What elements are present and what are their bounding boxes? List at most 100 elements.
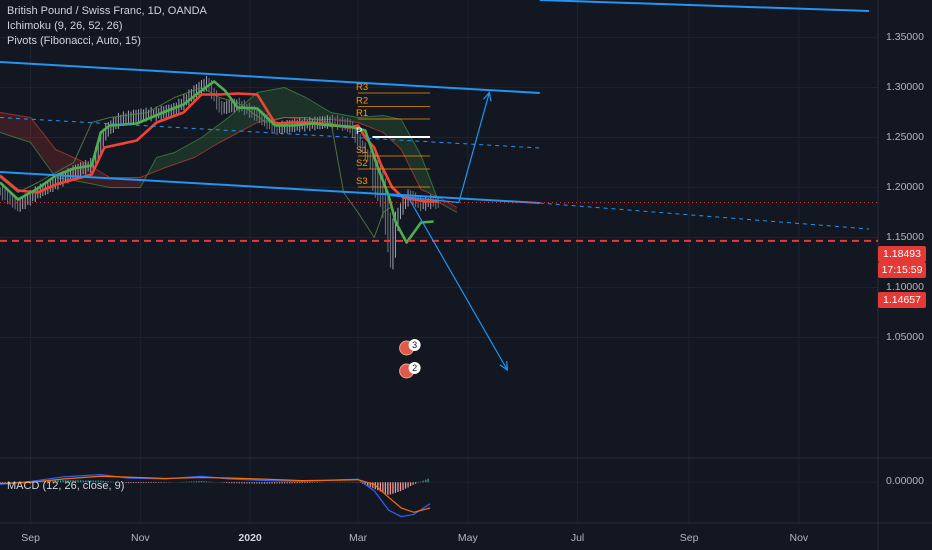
tenkan-sen-line	[0, 80, 434, 244]
kumo-segment	[320, 106, 324, 120]
y-tick-label: 1.20000	[886, 180, 924, 193]
kumo-segment	[338, 113, 342, 121]
kumo-segment	[10, 114, 15, 138]
kumo-segment	[370, 116, 375, 129]
kumo-segment	[424, 164, 429, 193]
y-tick-label: 1.35000	[886, 30, 924, 43]
kumo-segment	[3, 113, 8, 135]
x-tick-label: Nov	[130, 532, 150, 544]
signal-line	[0, 475, 431, 513]
kumo-segment	[32, 119, 36, 150]
kumo-segment	[219, 121, 224, 143]
kumo-segment	[284, 87, 288, 118]
y-tick-label: 1.10000	[886, 280, 924, 293]
kumo-segment	[35, 124, 40, 155]
kumo-segment	[14, 114, 18, 139]
kumo-segment	[179, 147, 184, 163]
y-tick-label: 1.30000	[886, 80, 924, 93]
kumo-segment	[237, 106, 242, 133]
y-tick-label: 1.05000	[886, 330, 924, 343]
kumo-segment	[28, 117, 33, 145]
kumo-segment	[212, 126, 216, 147]
kumo-segment	[273, 88, 278, 120]
kumo-segment	[154, 157, 159, 172]
kumo-segment	[169, 153, 173, 167]
kumo-segment	[100, 172, 105, 187]
projection-up-arrow-head	[482, 91, 492, 102]
x-tick-label: Sep	[21, 532, 40, 544]
kumo-segment	[118, 177, 123, 188]
badge-bubble	[408, 362, 421, 374]
kumo-segment	[413, 142, 418, 183]
symbol-legend: British Pound / Swiss Franc, 1D, OANDA	[7, 5, 207, 17]
kumo-segment	[428, 174, 432, 195]
last-price-tag: 1.18493	[878, 246, 926, 262]
kumo-segment	[215, 124, 220, 145]
y-tick-label: 1.25000	[886, 130, 924, 143]
kumo-segment	[305, 97, 310, 120]
pivot-label-r3: R3	[356, 82, 368, 93]
kumo-segment	[233, 109, 238, 135]
kumo-segment	[230, 112, 234, 137]
kumo-segment	[269, 89, 274, 121]
kumo-segment	[176, 149, 180, 164]
upper-trendline	[0, 61, 540, 94]
kumo-segment	[86, 163, 90, 184]
kumo-segment	[39, 128, 44, 160]
macd-legend: MACD (12, 26, close, 9)	[7, 480, 125, 492]
kumo-segment	[68, 155, 72, 181]
kumo-segment	[187, 143, 191, 160]
kumo-segment	[208, 129, 213, 149]
kumo-segment	[388, 116, 393, 141]
ichimoku-legend: Ichimoku (9, 26, 52, 26)	[7, 20, 123, 32]
kumo-segment	[190, 141, 195, 159]
kumo-segment	[295, 92, 299, 119]
kumo-segment	[377, 115, 382, 132]
kumo-segment	[406, 129, 411, 168]
badge-count: 2	[412, 363, 417, 373]
kumo-segment	[421, 155, 425, 192]
kumo-segment	[0, 112, 4, 134]
kumo-segment	[46, 138, 51, 170]
badge-bubble	[408, 339, 421, 351]
kumo-segment	[280, 87, 285, 119]
x-tick-label: Jul	[570, 532, 585, 544]
pivot-label-s3: S3	[356, 176, 368, 187]
kumo-segment	[25, 116, 29, 142]
kumo-segment	[93, 167, 98, 185]
kumo-segment	[298, 94, 303, 120]
x-tick-label: Nov	[789, 532, 809, 544]
macd-line	[0, 473, 431, 518]
kumo-segment	[7, 113, 11, 137]
kumo-segment	[277, 88, 281, 119]
kumo-segment	[53, 147, 58, 178]
kumo-segment	[316, 103, 321, 120]
projection-down-arrow	[407, 197, 508, 371]
macd-y-tick-label: 0.00000	[886, 475, 924, 488]
event-badge: 2	[399, 362, 421, 379]
y-tick-label: 1.15000	[886, 230, 924, 243]
lower-trendline-extension	[539, 202, 870, 230]
kumo-segment	[410, 135, 414, 175]
mid-channel-dashed-line	[0, 117, 540, 149]
kumo-segment	[158, 156, 162, 171]
kumo-segment	[197, 137, 202, 156]
x-tick-label: Sep	[679, 532, 699, 544]
kumo-segment	[17, 115, 22, 140]
kumo-segment	[251, 94, 256, 126]
top-trendline	[539, 0, 870, 12]
pivots-legend: Pivots (Fibonacci, Auto, 15)	[7, 35, 141, 47]
senkou-span-b-line	[0, 112, 458, 208]
kumo-segment	[151, 160, 155, 174]
kumo-segment	[161, 155, 166, 169]
x-tick-label: May	[457, 532, 478, 544]
kumo-segment	[205, 132, 209, 152]
kumo-segment	[50, 142, 54, 175]
lower-trendline	[0, 171, 540, 204]
kumo-segment	[287, 89, 292, 119]
kumo-segment	[352, 116, 357, 123]
projection-up-arrow	[390, 92, 490, 204]
x-tick-label: 2020	[238, 532, 262, 544]
